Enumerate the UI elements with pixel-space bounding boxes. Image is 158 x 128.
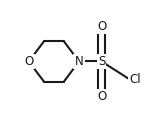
Text: O: O xyxy=(97,90,106,103)
Text: S: S xyxy=(98,55,105,68)
Text: O: O xyxy=(24,55,33,68)
Text: O: O xyxy=(97,20,106,33)
Text: N: N xyxy=(75,55,83,68)
Text: Cl: Cl xyxy=(129,73,141,86)
